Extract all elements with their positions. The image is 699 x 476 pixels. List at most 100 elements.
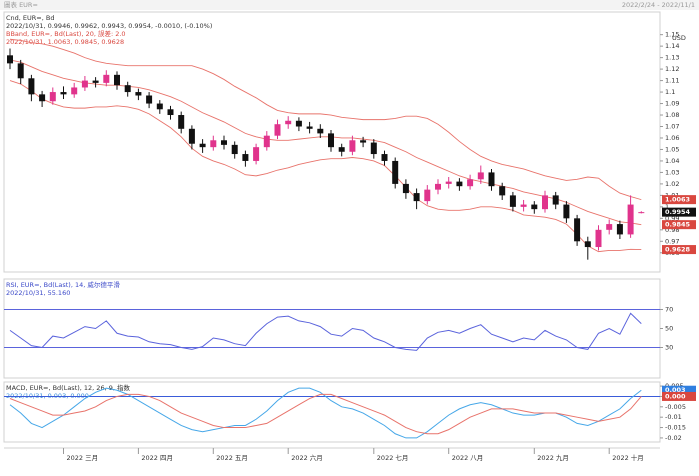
last-value-label: 0.003 [665,386,686,394]
macd-title: MACD, EUR=, Bd(Last), 12, 26, 9, 指数 [6,383,130,392]
y-tick-label: 1.1 [665,88,675,96]
x-tick-label: 2022 八月 [452,454,484,462]
candle-body [435,183,441,190]
y-tick-label: 1.12 [665,65,679,73]
candle-body [616,224,623,235]
candle-body [381,154,388,161]
candle-body [542,195,548,210]
candle-body [584,241,591,248]
candle-body [413,193,420,202]
y-tick-label: 1.07 [665,123,679,131]
candle-body [167,109,174,116]
last-value-label: 0.000 [665,392,686,400]
price-panel [3,11,661,273]
last-value-box [662,385,696,395]
candle-body [49,92,56,102]
x-tick-label: 2022 九月 [537,453,569,462]
candle-body [178,115,185,129]
last-value-label: 0.9628 [665,246,691,254]
candle-body [488,172,495,187]
candle-body [509,195,516,207]
bband-values: 2022/10/31, 1.0063, 0.9845, 0.9628 [6,38,124,46]
candle-body [531,204,538,210]
band-upper [9,38,642,201]
candle-body [499,186,506,196]
y-tick-label: 1.13 [665,54,679,62]
y-tick-label: 1.15 [665,31,679,39]
y-tick-label: 0.99 [665,214,679,222]
last-value-box [662,391,696,401]
x-tick-label: 2022 六月 [291,453,323,462]
candle-body [210,140,217,148]
y-tick-label: 30 [665,344,673,352]
y-tick-label: 1.08 [665,111,679,119]
candle-body [467,179,474,187]
rsi-subtitle: 2022/10/31, 55.160 [6,289,70,297]
y-tick-label: 70 [665,306,673,314]
candle-body [242,154,249,161]
series-line [9,393,642,435]
candle-body [563,204,570,219]
last-value-label: 0.9845 [665,221,691,229]
price-subtitle: 2022/10/31, 0.9946, 0.9962, 0.9943, 0.99… [6,22,212,30]
candle-body [92,80,99,83]
candle-body [638,212,645,214]
series-line [9,387,642,439]
y-tick-label: 1.04 [665,157,679,165]
last-value-box [662,245,696,255]
candle-body [360,140,367,143]
y-tick-label: 1.06 [665,134,679,142]
rsi-title: RSI, EUR=, Bd(Last), 14, 威尔德平滑 [6,280,120,289]
title-bar [0,0,699,10]
candle-body [188,128,195,144]
last-value-box [662,195,696,205]
series-line [9,312,642,351]
y-tick-label: 1.11 [665,77,679,85]
last-value-label: 1.0063 [665,196,690,204]
candle-body [370,142,377,155]
candle-body [71,87,78,95]
candle-body [274,124,281,136]
candle-body [317,128,324,134]
candle-body [199,143,206,148]
candle-body [17,63,24,79]
candle-body [28,78,35,95]
y-tick-label: 1.03 [665,168,679,176]
macd-panel [3,381,661,443]
x-tick-label: 2022 十月 [612,453,644,462]
candle-body [306,126,313,129]
candle-body [552,195,559,205]
candle-body [349,140,356,152]
candle-body [456,181,463,187]
candle-body [221,140,227,145]
y-tick-label: -0.005 [665,403,686,411]
last-value-box [662,220,696,230]
candle-body [338,147,345,152]
candle-body [146,95,153,104]
y-tick-label: 1.02 [665,180,679,188]
candle-body [477,172,484,180]
y-tick-label: 1.14 [665,42,679,50]
candle-body [606,224,613,230]
candle-body [7,55,13,64]
candle-body [124,85,131,93]
last-value-label: 0.9954 [665,208,691,216]
y-tick-label: -0.01 [665,413,682,421]
candle-body [445,181,452,184]
y-tick-label: 0.97 [665,237,679,245]
candle-body [39,94,46,102]
window-title: 圖表 EUR= [4,0,38,9]
candle-body [114,74,120,86]
y-tick-label: 1.09 [665,100,679,108]
y-tick-label: -0.02 [665,434,682,442]
x-tick-label: 2022 七月 [377,453,409,462]
candle-body [402,183,409,194]
candle-body [263,135,270,148]
candle-body [156,103,163,110]
candle-body [60,92,67,95]
candle-body [253,147,260,161]
candle-body [627,204,634,235]
x-tick-label: 2022 四月 [141,454,173,462]
